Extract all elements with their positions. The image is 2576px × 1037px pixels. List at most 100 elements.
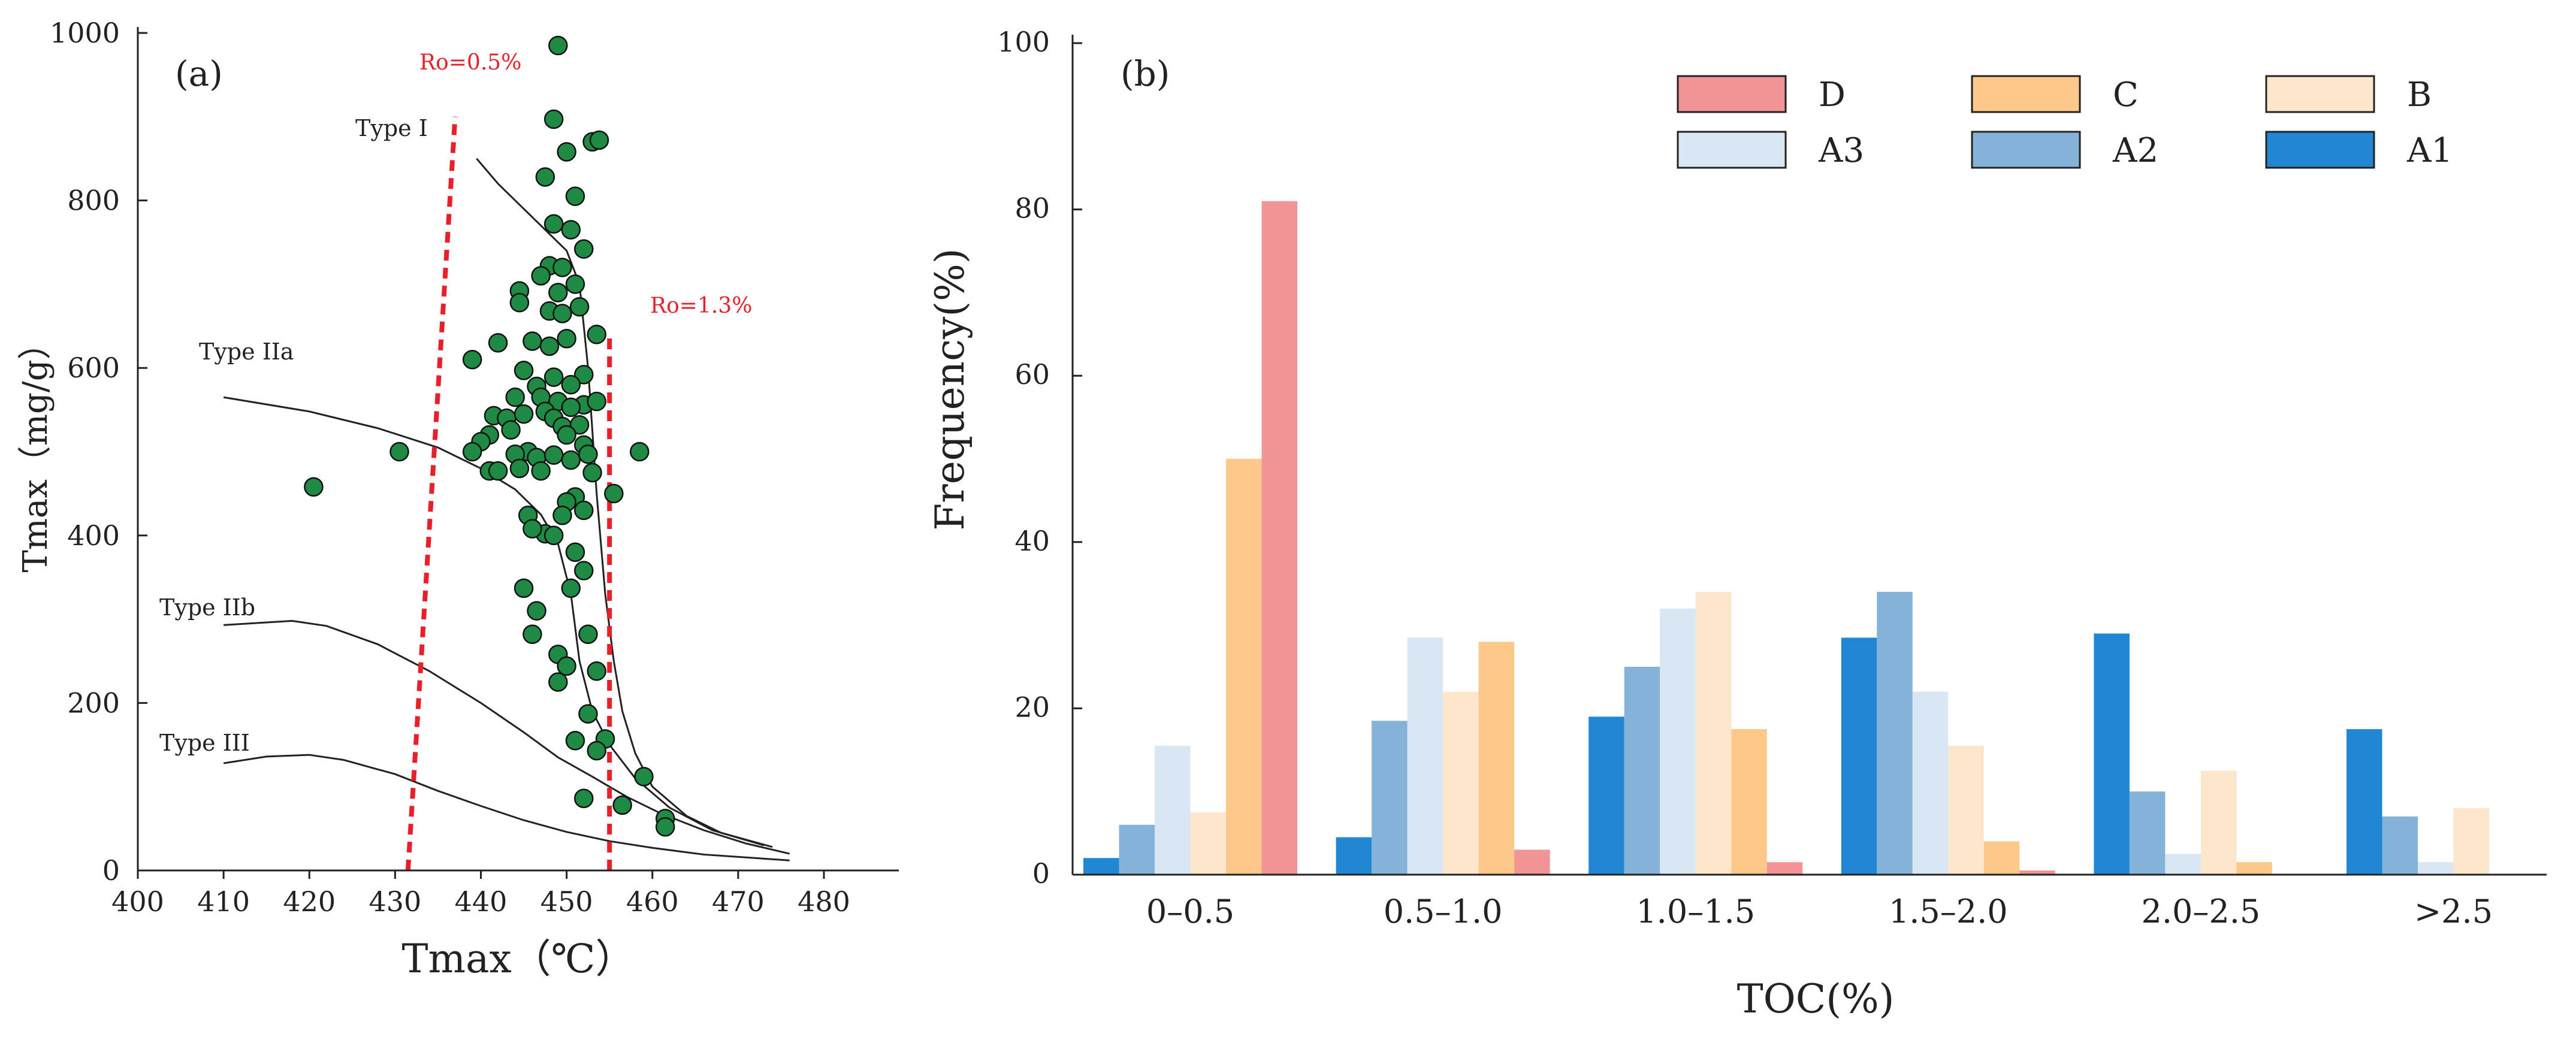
a-y-ticks: 0 200 400 600 800 1000 [50,17,147,887]
scatter-points [304,35,675,837]
scatter-point [548,672,568,692]
a-y-tick-label: 400 [67,519,120,552]
bar-a2-0 [1119,824,1155,875]
a-x-tick-label: 470 [712,885,765,918]
ro-13-label: Ro=1.3% [650,294,752,318]
legend: D C B A3 A2 A1 [1677,75,2453,170]
scatter-point [574,239,594,259]
category-label: 1.5–2.0 [1889,893,2008,930]
bar-a1-5 [2347,729,2382,875]
curve-type-i [476,158,773,848]
bar-d-1 [1514,849,1550,875]
scatter-point [523,331,542,351]
scatter-point [552,258,572,277]
scatter-point [561,220,581,240]
bar-series [1083,201,2489,875]
scatter-point [514,361,534,380]
scatter-point [531,461,551,481]
scatter-point [561,450,581,470]
a-y-tick-label: 200 [67,687,120,719]
bar-a3-4 [2165,854,2201,875]
scatter-point [578,444,598,464]
scatter-point [304,477,324,497]
a-x-ticks: 400 410 420 430 440 450 460 470 480 [111,870,850,918]
legend-label-a2: A2 [2112,131,2158,170]
scatter-point [543,214,564,234]
scatter-point [630,442,650,462]
b-y-tick-label: 0 [1032,857,1050,890]
scatter-point [523,519,542,539]
scatter-point [578,704,598,724]
scatter-point [527,601,546,621]
legend-label-d: D [1819,75,1846,114]
scatter-point [462,349,482,370]
panel-b-label: (b) [1121,53,1170,94]
bar-a3-5 [2418,862,2454,875]
type-iii-label: Type III [159,730,250,756]
category-label: 1.0–1.5 [1636,893,1755,930]
bar-a2-4 [2129,791,2166,875]
scatter-point [548,35,568,56]
legend-label-c: C [2113,75,2139,114]
scatter-point [565,274,585,294]
bar-b-4 [2200,770,2237,875]
scatter-point [557,329,576,349]
scatter-point [587,325,606,344]
scatter-point [565,186,585,206]
category-label: 0.5–1.0 [1384,893,1503,930]
bar-c-4 [2236,862,2272,875]
scatter-point [565,731,585,751]
scatter-point [462,442,482,462]
scatter-point [561,374,581,395]
bar-a1-0 [1083,858,1119,875]
bar-a2-5 [2382,816,2418,875]
b-y-tick-label: 60 [1014,358,1050,391]
bar-a3-3 [1912,691,1949,875]
legend-swatch-a1 [2265,131,2375,169]
bar-a2-1 [1372,721,1408,875]
scatter-point [523,624,542,645]
scatter-point [587,661,606,681]
bar-b-5 [2453,808,2489,875]
scatter-point [655,817,675,837]
kerogen-type-curves [223,158,790,861]
a-x-tick-label: 480 [798,885,850,918]
scatter-point [552,505,572,525]
category-label: 0–0.5 [1146,893,1234,930]
a-x-tick-label: 440 [455,885,508,918]
scatter-point [548,283,568,303]
scatter-point [574,500,594,521]
bar-b-2 [1695,592,1732,875]
scatter-point [589,130,609,150]
scatter-point [557,656,576,676]
bar-c-1 [1478,642,1515,875]
a-x-tick-label: 410 [197,885,250,918]
bar-b-3 [1948,745,1984,875]
scatter-point [574,561,594,581]
bar-a3-1 [1407,637,1443,875]
b-y-tick-label: 100 [997,26,1050,58]
scatter-point [543,109,564,129]
scatter-point [389,442,409,462]
bar-c-0 [1226,459,1262,875]
scatter-point [587,391,606,412]
legend-label-a3: A3 [1818,131,1864,170]
a-x-tick-label: 450 [540,885,593,918]
scatter-point [543,445,564,465]
scatter-point [578,624,598,645]
scatter-point [634,767,654,787]
legend-swatch-c [1971,75,2081,113]
bar-a2-2 [1624,667,1660,875]
legend-swatch-d [1677,75,1787,113]
scatter-point [574,788,594,809]
b-y-ticks: 0 20 40 60 80 100 [997,26,1082,890]
legend-label-b: B [2407,75,2432,114]
scatter-point [514,404,534,424]
ro-reference-lines [405,116,612,871]
a-y-tick-label: 0 [102,854,120,887]
scatter-point [535,167,555,187]
legend-swatch-a2 [1971,131,2081,169]
scatter-point [531,266,551,286]
scatter-point [543,525,564,546]
ro-05-label: Ro=0.5% [419,50,521,75]
